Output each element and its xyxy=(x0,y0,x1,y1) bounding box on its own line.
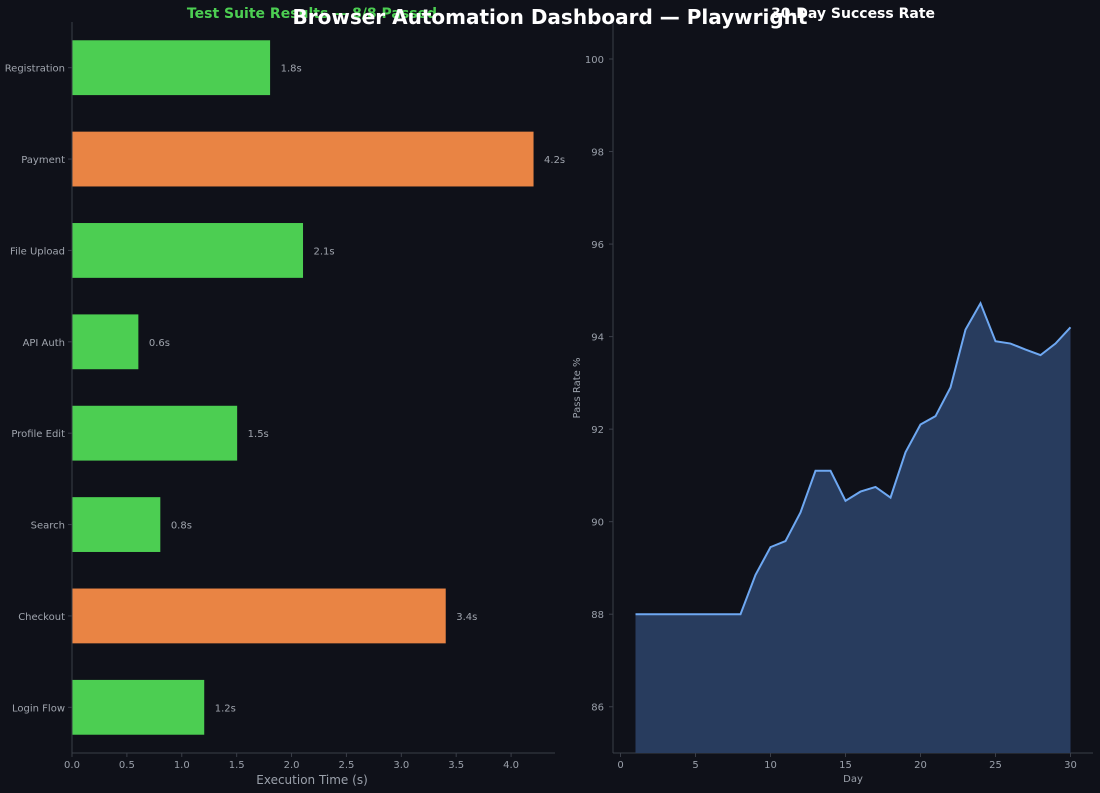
bar-category-label: Search xyxy=(31,521,65,532)
bar-x-tick-label: 1.0 xyxy=(174,760,190,771)
line-x-tick-label: 0 xyxy=(617,760,623,771)
bar-file-upload xyxy=(72,223,304,278)
bar-x-tick-label: 3.0 xyxy=(393,760,409,771)
bar-x-tick-label: 4.0 xyxy=(503,760,519,771)
line-x-tick-label: 15 xyxy=(839,760,852,771)
line-x-ticks: 0 5 10 15 20 25 30 xyxy=(617,753,1077,771)
bar-x-tick-label: 2.0 xyxy=(284,760,300,771)
bar-x-tick-label: 0.0 xyxy=(64,760,80,771)
bar-category-label: Payment xyxy=(21,155,65,166)
dashboard-title: Browser Automation Dashboard — Playwrigh… xyxy=(293,5,808,29)
bar-x-tick-label: 1.5 xyxy=(229,760,245,771)
bar-payment xyxy=(72,131,534,187)
bar-search xyxy=(72,497,161,552)
bar-value-label: 2.1s xyxy=(314,246,335,257)
line-x-tick-label: 25 xyxy=(989,760,1002,771)
line-y-tick-label: 86 xyxy=(591,703,604,714)
bar-x-tick-label: 0.5 xyxy=(119,760,135,771)
bar-api-auth xyxy=(72,314,139,370)
bar-registration xyxy=(72,40,271,96)
line-y-axis-label: Pass Rate % xyxy=(572,358,583,419)
line-x-tick-label: 20 xyxy=(914,760,927,771)
bar-value-label: 0.8s xyxy=(171,521,192,532)
line-y-tick-label: 98 xyxy=(591,148,604,159)
bar-value-label: 4.2s xyxy=(544,155,565,166)
bar-category-label: Checkout xyxy=(18,612,65,623)
bar-login-flow xyxy=(72,679,205,735)
bar-value-label: 1.5s xyxy=(248,429,269,440)
bar-checkout xyxy=(72,588,446,644)
bar-category-label: File Upload xyxy=(10,246,65,257)
bar-category-label: Profile Edit xyxy=(11,429,65,440)
bar-category-label: Registration xyxy=(5,64,65,75)
line-x-tick-label: 30 xyxy=(1064,760,1077,771)
bar-profile-edit xyxy=(72,405,238,461)
bar-value-label: 3.4s xyxy=(456,612,477,623)
bar-x-ticks: 0.0 0.5 1.0 1.5 2.0 2.5 3.0 3.5 4.0 xyxy=(64,753,519,771)
line-y-tick-label: 94 xyxy=(591,333,604,344)
bar-chart-panel: Login Flow 1.2s Checkout 3.4s Search 0.8s Prof… xyxy=(5,6,565,787)
bar-x-tick-label: 2.5 xyxy=(338,760,354,771)
bar-value-label: 0.6s xyxy=(149,338,170,349)
area-chart-panel: 0 5 10 15 20 25 30 86 88 90 92 94 96 98 100 Day Pass … xyxy=(572,6,1093,785)
line-y-ticks: 86 88 90 92 94 96 98 100 xyxy=(585,55,613,714)
line-y-tick-label: 88 xyxy=(591,610,604,621)
bar-value-label: 1.2s xyxy=(215,703,236,714)
area-fill xyxy=(635,303,1071,753)
line-x-axis-label: Day xyxy=(843,774,863,785)
bar-category-label: API Auth xyxy=(23,338,65,349)
line-y-tick-label: 96 xyxy=(591,240,604,251)
bar-category-label: Login Flow xyxy=(12,703,65,714)
bar-x-tick-label: 3.5 xyxy=(448,760,464,771)
bar-x-axis-label: Execution Time (s) xyxy=(256,773,368,787)
line-chart-title: 30-Day Success Rate xyxy=(771,6,935,22)
line-y-tick-label: 100 xyxy=(585,55,604,66)
line-y-tick-label: 92 xyxy=(591,425,604,436)
line-x-tick-label: 10 xyxy=(764,760,777,771)
bar-value-label: 1.8s xyxy=(281,64,302,75)
line-y-tick-label: 90 xyxy=(591,518,604,529)
bar-chart-title: Test Suite Results — 8/8 Passed xyxy=(187,6,437,22)
line-x-tick-label: 5 xyxy=(692,760,698,771)
bar-group: Login Flow 1.2s Checkout 3.4s Search 0.8s Prof… xyxy=(5,40,565,735)
series-line xyxy=(635,300,1072,616)
